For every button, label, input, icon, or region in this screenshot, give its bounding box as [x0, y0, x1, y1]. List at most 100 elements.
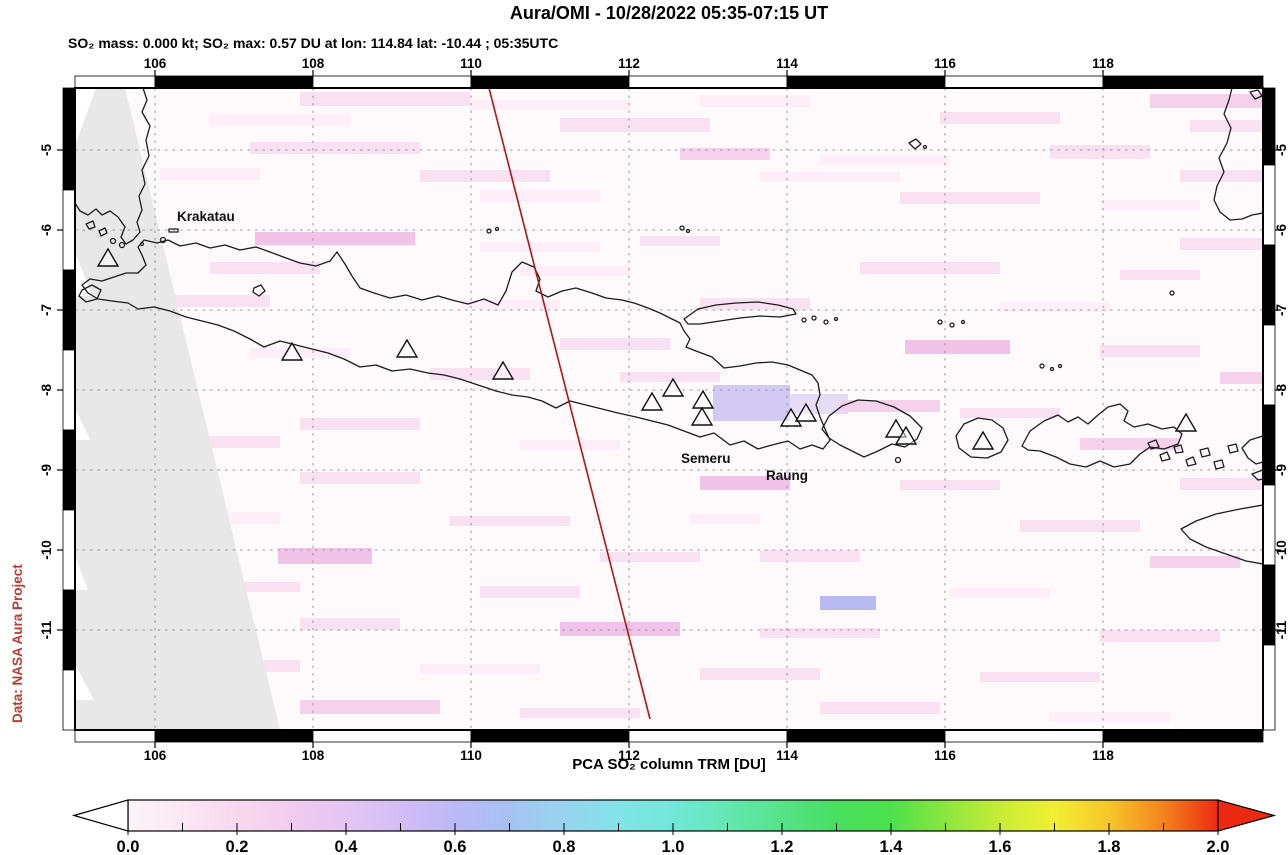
so2-streak — [560, 338, 670, 350]
so2-streak — [160, 295, 270, 307]
lon-label-top: 114 — [776, 56, 798, 71]
volcano-triangle-icon — [491, 360, 515, 380]
lat-label-right: -7 — [1274, 304, 1288, 316]
so2-streak — [520, 708, 640, 718]
so2-streak — [950, 588, 1050, 598]
coastline-sumba — [1180, 504, 1262, 565]
so2-streak — [1000, 302, 1110, 312]
so2-streak — [1190, 120, 1262, 132]
swath-edge-line — [488, 89, 651, 720]
border-degree-bar — [154, 75, 314, 89]
border-degree-bar — [1102, 75, 1264, 89]
colorbar-tick-label: 0.0 — [117, 838, 140, 855]
so2-streak — [470, 100, 630, 110]
volcano-triangle-icon — [971, 430, 995, 450]
so2-streak — [1180, 238, 1262, 250]
swath-edge-line-group — [488, 89, 651, 720]
so2-streak — [713, 385, 790, 421]
border-degree-bar — [62, 189, 76, 271]
border-degree-bar — [470, 75, 630, 89]
volcano-triangle-icon — [690, 406, 714, 426]
border-degree-bar — [154, 729, 314, 743]
volcano-triangle-icon — [884, 418, 908, 438]
volcano-triangle-icon — [96, 247, 120, 267]
so2-streak — [160, 168, 260, 180]
border-degree-bar — [62, 509, 76, 591]
colorbar-tick-label: 0.6 — [444, 838, 467, 855]
so2-streak — [210, 262, 320, 274]
volcano-name-labels: Krakatau Semeru Raung — [177, 209, 808, 483]
swath-notch — [76, 410, 90, 440]
volcano-triangle-icon — [661, 377, 685, 397]
volcano-triangle-icon — [280, 341, 304, 361]
so2-streak — [1220, 372, 1262, 384]
so2-streak — [860, 262, 1000, 274]
border-degree-bar — [312, 729, 472, 743]
border-degree-bar — [62, 669, 76, 731]
volcano-triangle-icon — [894, 425, 918, 445]
so2-streak — [250, 142, 420, 154]
lat-label-left: -7 — [39, 304, 54, 316]
so2-streak — [820, 702, 940, 714]
so2-streak — [960, 408, 1060, 418]
so2-streak — [300, 418, 420, 430]
coastlines — [76, 89, 1262, 565]
so2-streak — [1100, 630, 1220, 642]
so2-streak — [300, 92, 470, 106]
so2-streak — [900, 192, 1040, 204]
no-data-region — [76, 89, 280, 729]
coastline-madura — [683, 301, 797, 325]
so2-streak — [940, 112, 1060, 124]
so2-streak — [300, 472, 420, 484]
small-islands — [78, 89, 1262, 470]
colorbar-tick-label: 0.8 — [553, 838, 576, 855]
so2-streak — [300, 700, 440, 714]
coastline-java — [81, 239, 831, 450]
so2-streak — [278, 548, 372, 564]
border-degree-bar — [786, 75, 946, 89]
lon-label-bottom: 114 — [776, 748, 798, 763]
lon-label-bottom: 118 — [1092, 748, 1114, 763]
border-degree-bar — [62, 349, 76, 431]
so2-streak — [820, 596, 876, 610]
lon-label-bottom: 106 — [144, 748, 167, 763]
so2-streak — [900, 480, 1000, 490]
lon-label-top: 106 — [144, 56, 167, 71]
so2-streak — [480, 586, 580, 598]
colorbar-tick-label: 1.2 — [771, 838, 794, 855]
so2-streak — [680, 148, 770, 160]
so2-streak — [760, 550, 860, 562]
lat-label-left: -10 — [39, 540, 54, 560]
swath-notch — [76, 665, 94, 700]
so2-streak — [460, 300, 560, 310]
border-degree-bar — [62, 589, 76, 671]
so2-streak — [200, 582, 300, 592]
border-degree-bar — [62, 87, 76, 191]
swath-notch — [76, 558, 88, 590]
so2-streak — [700, 668, 820, 680]
lat-label-right: -9 — [1274, 464, 1288, 476]
lat-label-left: -5 — [39, 144, 54, 156]
volcano-triangle-icon — [395, 338, 419, 358]
colorbar-tick-label: 1.8 — [1098, 838, 1121, 855]
map-border — [74, 87, 1264, 731]
lat-label-right: -10 — [1274, 540, 1288, 560]
so2-streak — [980, 672, 1100, 682]
volcano-markers — [96, 247, 1198, 450]
so2-streak — [520, 440, 620, 450]
so2-streak — [600, 552, 700, 562]
colorbar-tick-label: 1.4 — [880, 838, 904, 855]
lat-label-left: -9 — [39, 464, 54, 476]
so2-stats-subtitle: SO₂ mass: 0.000 kt; SO₂ max: 0.57 DU at … — [68, 35, 559, 51]
coastline-sumbawa — [1021, 403, 1183, 468]
so2-streak — [1150, 556, 1240, 568]
colorbar-under-arrow-icon — [71, 799, 129, 832]
so2-streak — [1100, 200, 1200, 210]
lon-label-bottom: 116 — [934, 748, 956, 763]
colorbar-axis-label: PCA SO₂ column TRM [DU] — [572, 756, 766, 773]
so2-streak — [420, 664, 540, 674]
so2-streak — [620, 372, 720, 382]
volcano-triangle-icon — [691, 389, 715, 409]
so2-streak — [1020, 520, 1140, 532]
